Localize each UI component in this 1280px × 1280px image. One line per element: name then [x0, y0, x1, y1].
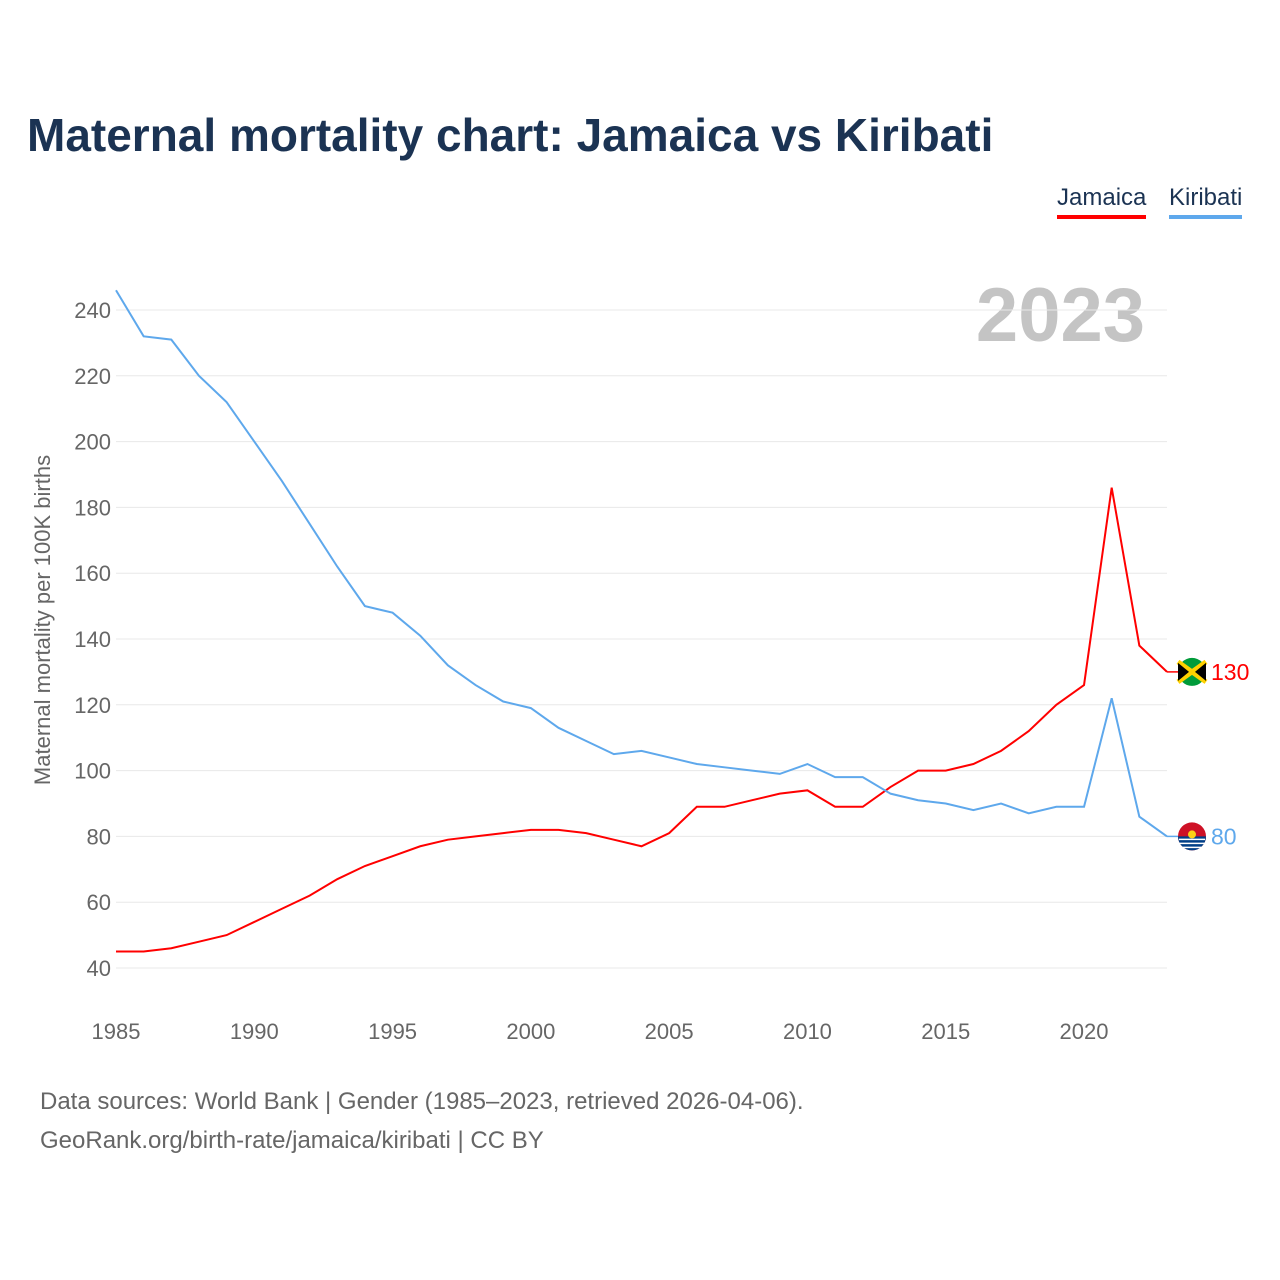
y-tick-label: 220	[74, 364, 111, 389]
jamaica-flag-triangles	[1178, 662, 1206, 681]
y-tick-label: 200	[74, 430, 111, 455]
kiribati-flag-sun	[1188, 830, 1196, 839]
source-text: Data sources: World Bank | Gender (1985–…	[40, 1088, 804, 1115]
y-tick-label: 80	[87, 824, 111, 849]
y-tick-label: 100	[74, 759, 111, 784]
x-tick-label: 1985	[92, 1019, 141, 1044]
y-tick-label: 60	[87, 890, 111, 915]
y-tick-label: 140	[74, 627, 111, 652]
y-axis-label: Maternal mortality per 100K births	[30, 455, 55, 785]
series-line-kiribati	[115, 289, 1168, 838]
y-tick-label: 160	[74, 561, 111, 586]
x-tick-label: 2010	[783, 1019, 832, 1044]
end-value-label: 80	[1211, 823, 1237, 849]
y-tick-label: 40	[87, 956, 111, 981]
year-watermark: 2023	[976, 273, 1145, 358]
chart-title: Maternal mortality chart: Jamaica vs Kir…	[27, 109, 994, 161]
y-tick-label: 240	[74, 298, 111, 323]
source-link[interactable]: GeoRank.org/birth-rate/jamaica/kiribati …	[40, 1127, 544, 1154]
x-tick-label: 1990	[230, 1019, 279, 1044]
x-tick-label: 2000	[506, 1019, 555, 1044]
legend-kiribati[interactable]: Kiribati	[1169, 184, 1243, 219]
legend-jamaica[interactable]: Jamaica	[1057, 184, 1147, 219]
x-tick-label: 2020	[1060, 1019, 1109, 1044]
jamaica-flag-cross	[1176, 659, 1208, 684]
end-value-label: 130	[1211, 659, 1249, 685]
x-tick-label: 1995	[368, 1019, 417, 1044]
y-tick-label: 180	[74, 495, 111, 520]
y-tick-label: 120	[74, 693, 111, 718]
x-tick-label: 2015	[921, 1019, 970, 1044]
series-line-jamaica	[116, 487, 1168, 953]
x-tick-label: 2005	[645, 1019, 694, 1044]
